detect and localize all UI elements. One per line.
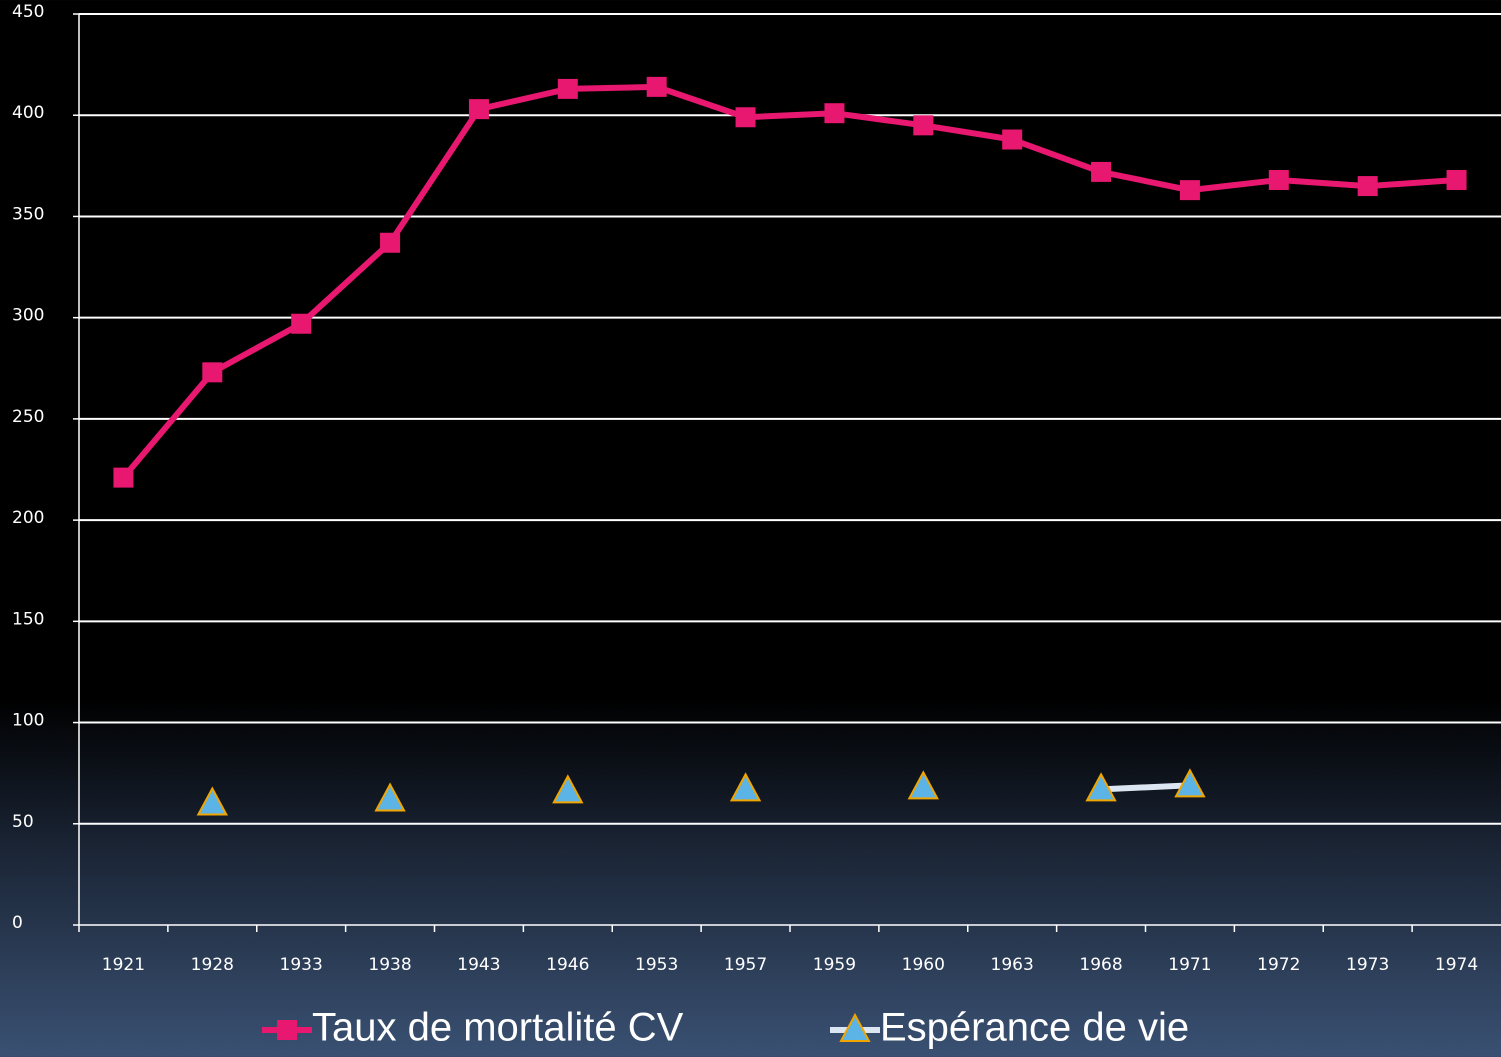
data-point [196,786,228,816]
series-line [121,83,1457,480]
data-point [202,362,223,383]
data-point [1002,129,1023,150]
data-point [1446,170,1467,191]
x-tick-label: 1973 [1346,955,1389,975]
y-tick-label: 150 [12,609,44,629]
y-tick-label: 350 [12,204,44,224]
data-point [552,774,584,804]
data-point [913,115,934,136]
y-tick-label: 50 [12,812,34,832]
data-point [557,78,578,99]
data-point [113,467,134,488]
x-tick-label: 1933 [280,955,323,975]
data-point [735,107,756,128]
data-point [1357,176,1378,197]
data-point [1091,161,1112,182]
x-tick-label: 1946 [546,955,589,975]
data-point [380,232,401,253]
data-point [646,76,667,97]
x-tick-label: 1974 [1435,955,1478,975]
data-point [1174,768,1206,798]
data-point [468,99,489,120]
data-point [1268,170,1289,191]
legend-label: Taux de mortalité CV [312,1006,684,1050]
y-tick-label: 450 [12,2,44,22]
y-tick-label: 300 [12,306,44,326]
x-tick-label: 1960 [902,955,945,975]
series-line [1100,782,1191,793]
y-tick-label: 0 [12,913,23,933]
data-point [907,770,939,800]
data-point [824,103,845,124]
x-tick-label: 1943 [457,955,500,975]
legend-label: Espérance de vie [880,1006,1189,1050]
y-tick-label: 200 [12,508,44,528]
x-tick-label: 1938 [368,955,411,975]
data-point [291,313,312,334]
x-tick-label: 1963 [991,955,1034,975]
y-tick-label: 100 [12,711,44,731]
data-point [374,782,406,812]
y-tick-label: 400 [12,103,44,123]
data-point [729,772,762,802]
legend-marker [277,1020,297,1040]
data-point [1179,180,1200,201]
x-tick-label: 1972 [1257,955,1300,975]
x-tick-label: 1971 [1168,955,1211,975]
y-tick-label: 250 [12,407,44,427]
x-tick-label: 1957 [724,955,767,975]
x-tick-label: 1968 [1079,955,1122,975]
legend-marker [839,1012,871,1042]
x-tick-label: 1959 [813,955,856,975]
x-tick-label: 1928 [191,955,234,975]
data-point [1085,772,1117,802]
x-tick-label: 1953 [635,955,678,975]
x-tick-label: 1921 [102,955,145,975]
